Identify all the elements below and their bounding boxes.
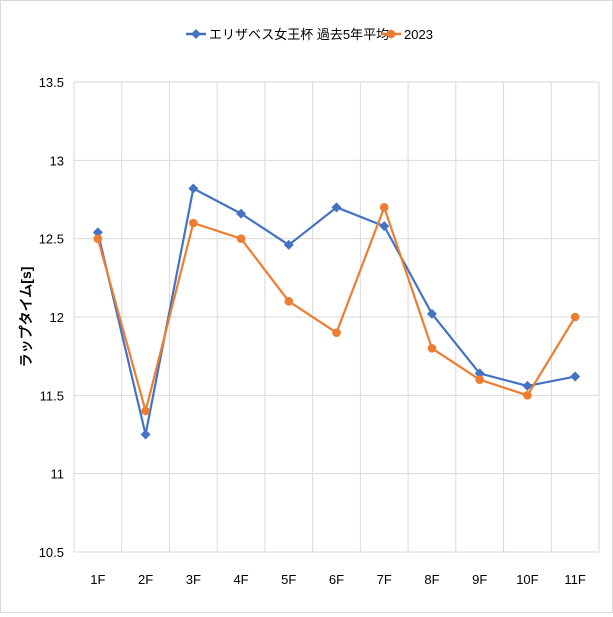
data-point-diamond (426, 308, 437, 319)
data-point-circle (332, 328, 341, 337)
x-axis-ticks: 1F 2F 3F 4F 5F 6F 7F 8F 9F 10F 11F (90, 572, 586, 587)
x-tick-label: 10F (516, 572, 538, 587)
legend: エリザベス女王杯 過去5年平均 2023 (186, 27, 433, 42)
x-tick-label: 3F (186, 572, 201, 587)
y-tick-label: 11.5 (40, 388, 64, 403)
y-axis-label: ラップタイム[s] (18, 267, 34, 368)
x-tick-label: 1F (90, 572, 105, 587)
data-point-circle (236, 234, 246, 243)
data-point-circle (379, 203, 389, 212)
data-point-diamond (283, 239, 294, 250)
data-point-diamond (474, 368, 485, 379)
y-tick-label: 12.5 (39, 232, 64, 247)
data-point-circle (427, 344, 437, 353)
legend-marker-diamond (191, 29, 201, 39)
data-point-circle (523, 391, 532, 400)
data-point-diamond (140, 429, 151, 440)
data-point-circle (570, 312, 580, 322)
series (92, 183, 581, 440)
x-tick-label: 7F (377, 572, 392, 587)
y-axis-ticks: 10.5 11 11.5 12 12.5 13 13.5 (39, 75, 64, 560)
x-tick-label: 6F (329, 572, 344, 587)
x-tick-label: 11F (564, 572, 585, 587)
x-tick-label: 8F (424, 572, 439, 587)
y-tick-label: 12 (50, 310, 64, 325)
data-point-diamond (331, 202, 342, 213)
legend-marker-circle (386, 29, 396, 39)
data-point-circle (475, 375, 484, 384)
data-point-diamond (570, 371, 581, 382)
x-tick-label: 2F (138, 572, 153, 587)
data-point-circle (141, 406, 150, 416)
y-tick-label: 10.5 (39, 545, 64, 560)
x-tick-label: 5F (281, 572, 296, 587)
legend-label: エリザベス女王杯 過去5年平均 (209, 27, 389, 42)
y-tick-label: 13 (50, 153, 64, 168)
data-point-diamond (188, 183, 199, 194)
data-point-circle (284, 297, 294, 306)
x-tick-label: 9F (472, 572, 487, 587)
data-point-circle (93, 234, 103, 243)
data-point-circle (189, 218, 198, 228)
gridlines (73, 81, 600, 553)
data-point-diamond (522, 380, 533, 391)
y-tick-label: 11 (51, 467, 65, 482)
x-tick-label: 4F (233, 572, 248, 587)
y-tick-label: 13.5 (39, 75, 64, 90)
data-point-diamond (379, 221, 390, 232)
data-point-diamond (92, 227, 103, 238)
data-point-diamond (236, 208, 247, 219)
legend-label: 2023 (404, 27, 433, 42)
